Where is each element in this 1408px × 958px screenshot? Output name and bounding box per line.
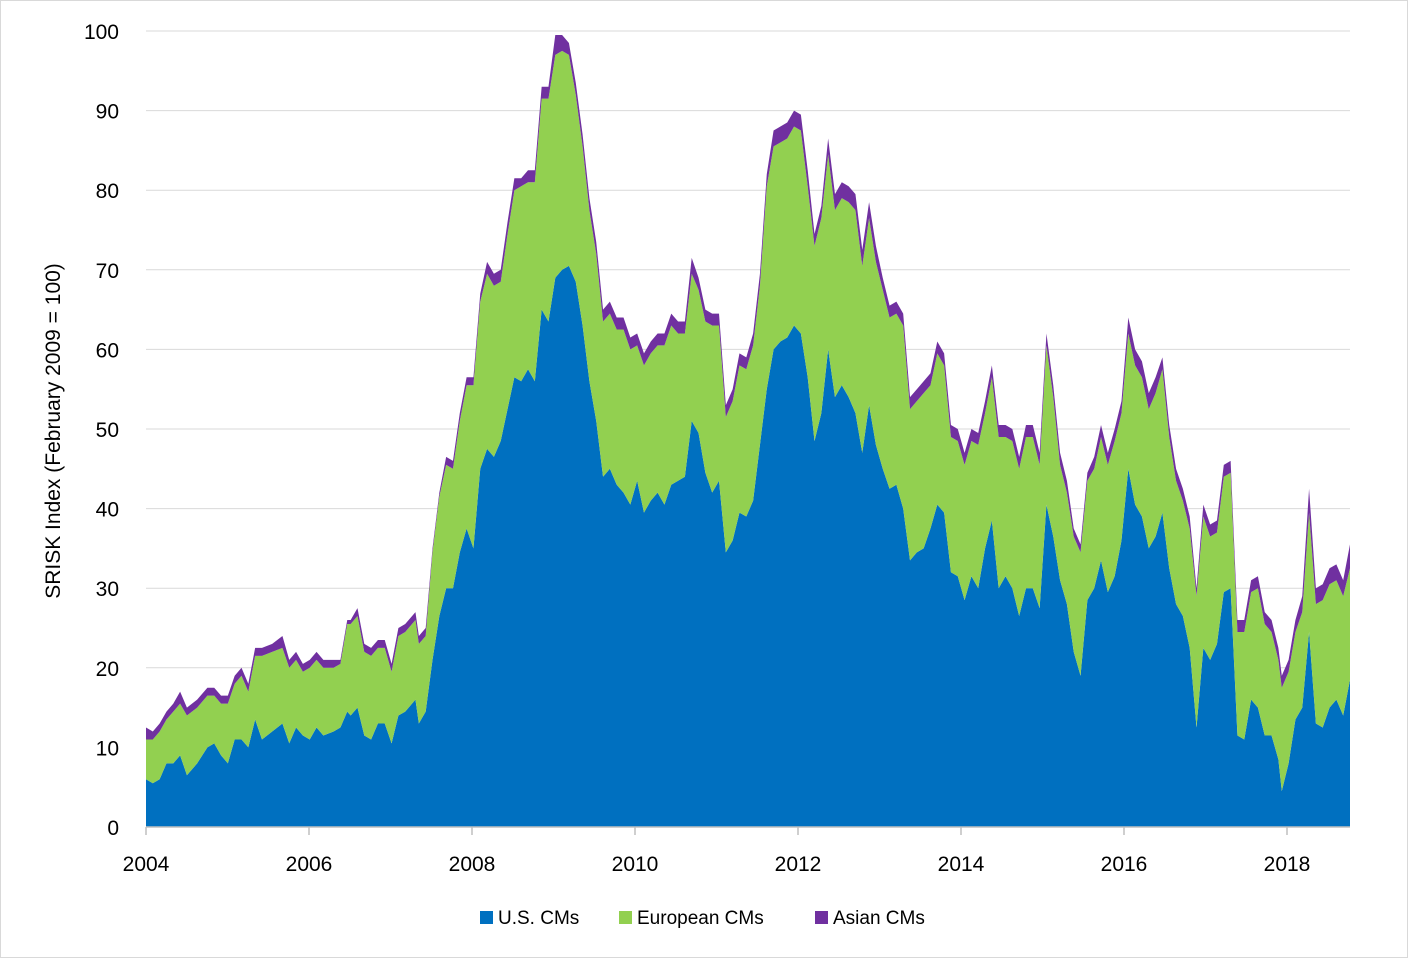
legend-label: European CMs xyxy=(637,908,764,929)
y-tick-label: 50 xyxy=(96,419,119,442)
legend-item: U.S. CMs xyxy=(480,908,579,929)
legend-swatch xyxy=(619,911,632,924)
legend-item: Asian CMs xyxy=(815,908,925,929)
legend-swatch xyxy=(815,911,828,924)
y-tick-label: 90 xyxy=(96,101,119,124)
x-tick-label: 2008 xyxy=(449,853,496,876)
y-tick-label: 100 xyxy=(84,21,119,44)
legend-item: European CMs xyxy=(619,908,764,929)
y-tick-label: 20 xyxy=(96,658,119,681)
x-tick-label: 2012 xyxy=(775,853,822,876)
y-tick-label: 40 xyxy=(96,499,119,522)
y-tick-label: 80 xyxy=(96,180,119,203)
x-tick-label: 2006 xyxy=(286,853,333,876)
area-u-s-cms xyxy=(146,265,1350,827)
area-european-cms xyxy=(146,50,1350,792)
x-tick-label: 2016 xyxy=(1101,853,1148,876)
y-tick-label: 30 xyxy=(96,578,119,601)
axes: 0 10 20 30 40 50 60 70 80 90 100 2004 2006 2008 2010 20… xyxy=(84,21,1350,876)
y-tick-label: 0 xyxy=(107,817,119,840)
x-tick-label: 2014 xyxy=(938,853,985,876)
x-tick-label: 2004 xyxy=(123,853,170,876)
legend-swatch xyxy=(480,911,493,924)
legend: U.S. CMs European CMs Asian CMs xyxy=(480,908,925,929)
y-axis-title: SRISK Index (February 2009 = 100) xyxy=(42,263,65,599)
legend-label: U.S. CMs xyxy=(498,908,579,929)
x-tick-label: 2010 xyxy=(612,853,659,876)
y-tick-label: 70 xyxy=(96,260,119,283)
y-tick-label: 60 xyxy=(96,339,119,362)
area-series xyxy=(146,34,1350,827)
x-tick-label: 2018 xyxy=(1264,853,1311,876)
y-tick-label: 10 xyxy=(96,737,119,760)
legend-label: Asian CMs xyxy=(833,908,925,929)
